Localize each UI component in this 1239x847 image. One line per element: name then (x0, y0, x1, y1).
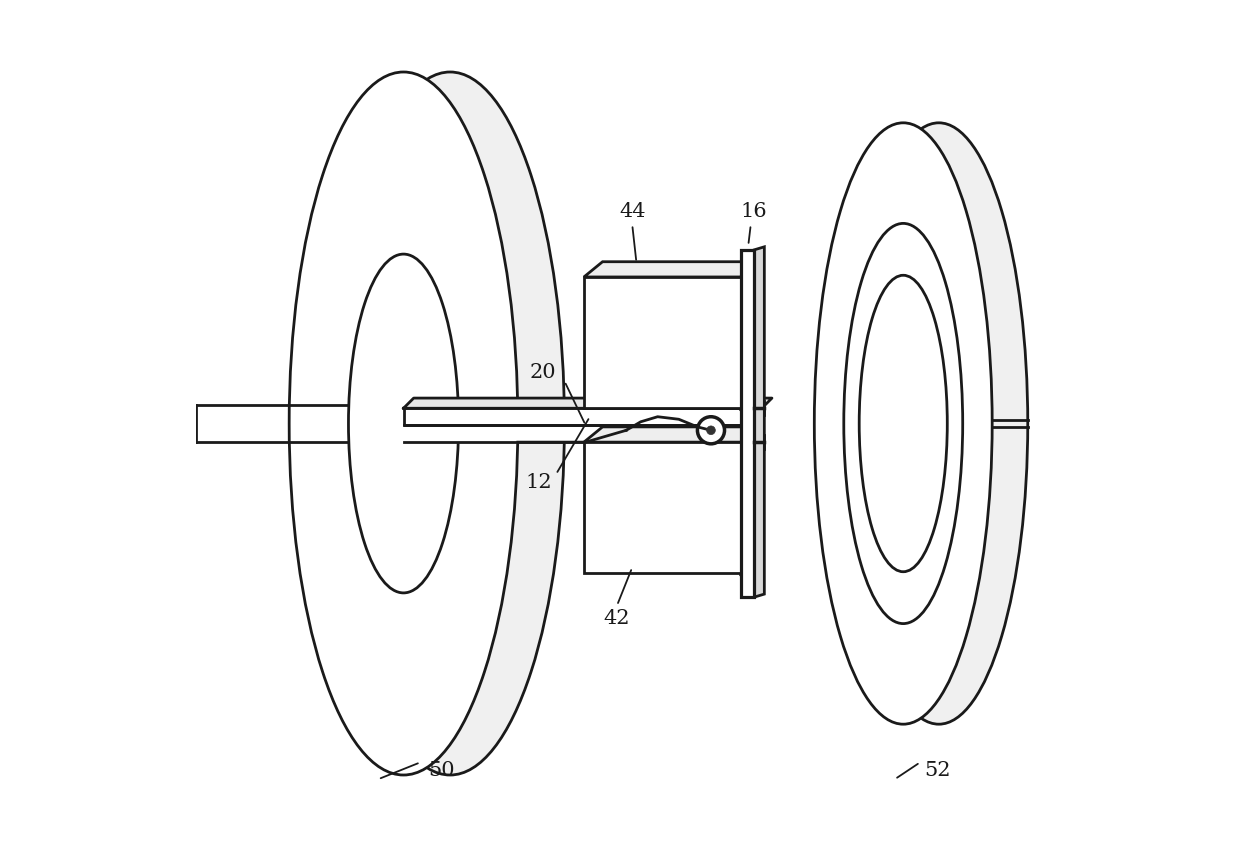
Polygon shape (404, 408, 762, 425)
Ellipse shape (859, 275, 948, 572)
Polygon shape (196, 405, 404, 442)
Polygon shape (741, 427, 760, 573)
Text: 52: 52 (924, 761, 950, 780)
Polygon shape (741, 250, 755, 597)
Text: 12: 12 (525, 473, 553, 492)
Text: 20: 20 (530, 363, 556, 382)
Polygon shape (584, 277, 741, 408)
Text: 42: 42 (603, 609, 631, 628)
Ellipse shape (850, 123, 1028, 724)
Polygon shape (584, 442, 741, 573)
Ellipse shape (348, 254, 458, 593)
Ellipse shape (336, 72, 565, 775)
Ellipse shape (395, 254, 506, 593)
Text: 16: 16 (740, 202, 767, 221)
Polygon shape (404, 398, 772, 408)
Ellipse shape (289, 72, 518, 775)
Polygon shape (755, 246, 764, 597)
Polygon shape (584, 262, 760, 277)
Polygon shape (741, 262, 760, 408)
Ellipse shape (814, 123, 992, 724)
Circle shape (698, 417, 725, 444)
Ellipse shape (844, 224, 963, 623)
Polygon shape (404, 425, 762, 442)
Text: 50: 50 (429, 761, 455, 780)
Text: 44: 44 (620, 202, 646, 221)
Circle shape (706, 426, 715, 435)
Polygon shape (584, 427, 760, 442)
